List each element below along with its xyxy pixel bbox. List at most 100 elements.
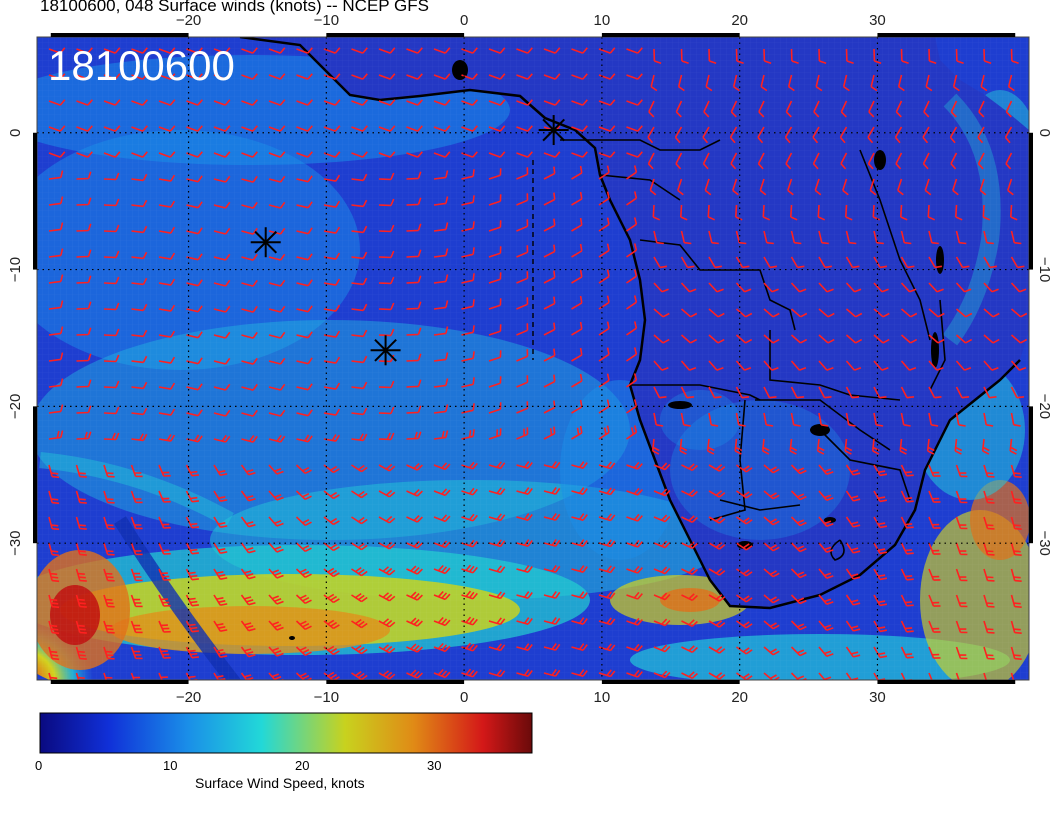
wind-barb — [571, 565, 588, 573]
wind-barb — [103, 172, 120, 181]
wind-barb — [488, 298, 502, 310]
wind-barb — [433, 668, 451, 679]
wind-barb — [928, 282, 944, 293]
wind-barb — [268, 305, 286, 313]
wind-barb — [873, 230, 884, 245]
wind-barb — [131, 225, 148, 234]
wind-barb — [598, 669, 616, 678]
wind-barb — [952, 74, 960, 92]
wind-barb — [571, 99, 588, 106]
wind-barb — [516, 643, 533, 651]
wind-barb — [598, 565, 616, 574]
wind-barb — [981, 438, 990, 455]
wind-barb — [158, 516, 171, 529]
wind-barb — [378, 302, 395, 311]
wind-barb — [653, 48, 662, 64]
wind-barb — [571, 125, 588, 132]
wind-barb — [677, 178, 684, 196]
wind-barb — [790, 412, 801, 427]
wind-barb — [873, 464, 888, 477]
wind-barb — [790, 386, 805, 399]
wind-barb — [158, 174, 176, 182]
axis-strip — [877, 680, 1016, 684]
wind-barb — [708, 542, 726, 550]
wind-barb — [897, 178, 904, 196]
wind-barb — [845, 334, 863, 344]
wind-barb — [213, 227, 231, 235]
wind-barb — [158, 226, 176, 234]
wind-barb — [928, 308, 945, 318]
wind-barb — [76, 327, 92, 336]
wind-barb — [268, 175, 286, 183]
wind-barb — [103, 224, 120, 233]
wind-barb — [433, 462, 451, 471]
wind-barb — [323, 226, 341, 234]
wind-barb — [867, 152, 875, 170]
wind-barb — [763, 334, 780, 344]
wind-barb — [461, 351, 475, 362]
wind-barb — [626, 99, 643, 106]
wind-barb — [433, 125, 451, 132]
wind-barb — [761, 438, 770, 455]
wind-barb — [103, 302, 120, 311]
wind-barb — [1010, 308, 1028, 318]
wind-barb — [406, 327, 422, 336]
wind-barb — [873, 490, 888, 503]
wind-barb — [845, 204, 853, 221]
wind-barb — [735, 256, 750, 269]
wind-barb — [461, 273, 475, 284]
wind-barb — [1010, 204, 1018, 221]
wind-barb — [543, 643, 561, 651]
wind-barb — [103, 646, 115, 660]
wind-barb — [736, 542, 753, 551]
wind-barb — [708, 516, 726, 524]
wind-barb — [900, 646, 914, 659]
wind-barb — [488, 151, 506, 158]
wind-barb — [406, 405, 422, 414]
wind-barb — [732, 178, 739, 196]
wind-barb — [268, 253, 286, 261]
wind-barb — [130, 568, 143, 582]
wind-barb — [185, 568, 199, 581]
wind-barb — [983, 490, 995, 504]
wind-barb — [461, 99, 478, 106]
wind-barb — [516, 349, 529, 362]
lat-tick-label-right: −10 — [1036, 257, 1053, 282]
wind-barb — [433, 248, 449, 258]
wind-barb — [1005, 152, 1013, 170]
wind-barb — [983, 334, 1000, 344]
wind-barb — [790, 568, 807, 579]
wind-barb — [812, 126, 820, 144]
wind-barb — [185, 594, 199, 607]
wind-barb — [899, 438, 908, 455]
wind-barb — [131, 99, 148, 106]
marker-layer — [250, 115, 569, 366]
wind-barb — [240, 568, 256, 580]
lat-tick-label-left: 0 — [7, 129, 24, 137]
wind-barb — [296, 47, 313, 54]
lon-tick-label-bottom: 20 — [731, 689, 748, 706]
wind-barb — [351, 407, 368, 416]
wind-barb — [241, 383, 258, 391]
coastline — [239, 37, 1021, 610]
wind-barb — [130, 464, 143, 478]
wind-barb — [763, 568, 780, 578]
wind-barb — [323, 516, 340, 526]
wind-barb — [681, 463, 698, 472]
wind-barb — [653, 412, 664, 427]
wind-barb — [103, 672, 113, 680]
wind-barb — [378, 73, 396, 80]
wind-barb — [158, 278, 176, 286]
wind-barb — [185, 516, 199, 529]
wind-barb — [323, 490, 340, 500]
wind-barb — [543, 617, 561, 625]
wind-barb — [76, 47, 93, 54]
wind-barb — [268, 73, 286, 80]
wind-barb — [736, 672, 753, 680]
wind-barb — [103, 151, 121, 158]
wind-barb — [598, 73, 616, 80]
wind-barb — [757, 152, 765, 170]
wind-barb — [736, 594, 753, 603]
wind-barb — [735, 204, 743, 221]
lon-tick-label-top: 20 — [731, 12, 748, 29]
